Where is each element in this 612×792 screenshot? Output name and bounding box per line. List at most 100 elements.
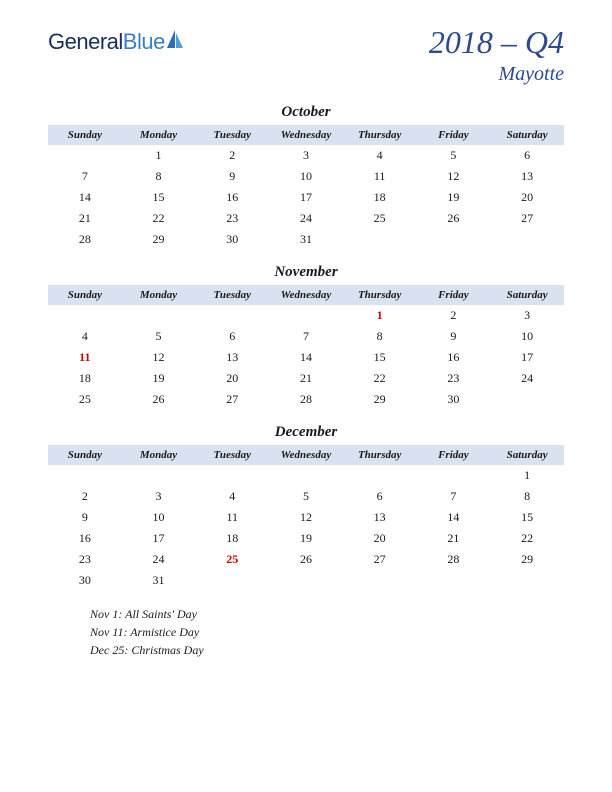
calendar-cell: 31 bbox=[122, 570, 196, 591]
calendar-cell: 24 bbox=[490, 368, 564, 389]
calendar-cell: 17 bbox=[269, 187, 343, 208]
calendar-cell: 31 bbox=[269, 229, 343, 250]
calendar-cell bbox=[490, 229, 564, 250]
calendar-cell: 8 bbox=[122, 166, 196, 187]
calendar-cell: 16 bbox=[195, 187, 269, 208]
title-block: 2018 – Q4 Mayotte bbox=[429, 24, 564, 86]
calendar-cell: 27 bbox=[195, 389, 269, 410]
logo-sail-icon bbox=[165, 28, 185, 55]
calendar-cell: 24 bbox=[122, 549, 196, 570]
calendar-cell: 5 bbox=[122, 326, 196, 347]
calendar-cell: 23 bbox=[48, 549, 122, 570]
calendar-cell: 8 bbox=[343, 326, 417, 347]
weekday-header: Saturday bbox=[490, 125, 564, 145]
logo-general: General bbox=[48, 29, 123, 54]
calendar-cell: 8 bbox=[490, 486, 564, 507]
calendar-cell: 16 bbox=[417, 347, 491, 368]
calendar-cell: 12 bbox=[417, 166, 491, 187]
calendar-cell: 15 bbox=[122, 187, 196, 208]
calendar-cell: 6 bbox=[195, 326, 269, 347]
calendar-cell: 19 bbox=[417, 187, 491, 208]
calendar-cell: 3 bbox=[122, 486, 196, 507]
calendar-cell: 18 bbox=[48, 368, 122, 389]
calendar-cell bbox=[195, 465, 269, 486]
calendar-cell bbox=[269, 305, 343, 326]
weekday-header: Thursday bbox=[343, 285, 417, 305]
logo-blue: Blue bbox=[123, 29, 165, 54]
calendar-cell: 13 bbox=[490, 166, 564, 187]
calendar-cell: 6 bbox=[343, 486, 417, 507]
calendar-cell: 21 bbox=[48, 208, 122, 229]
calendar-cell: 9 bbox=[417, 326, 491, 347]
calendar-cell: 1 bbox=[490, 465, 564, 486]
calendar-cell: 2 bbox=[48, 486, 122, 507]
calendar-cell: 6 bbox=[490, 145, 564, 166]
calendar-cell: 20 bbox=[195, 368, 269, 389]
calendar-cell: 23 bbox=[195, 208, 269, 229]
weekday-header: Wednesday bbox=[269, 445, 343, 465]
calendar-cell: 3 bbox=[269, 145, 343, 166]
calendar-cell: 30 bbox=[417, 389, 491, 410]
weekday-header: Thursday bbox=[343, 125, 417, 145]
calendar-row: 1 bbox=[48, 465, 564, 486]
calendar-cell: 29 bbox=[122, 229, 196, 250]
calendar-row: 252627282930 bbox=[48, 389, 564, 410]
calendar-cell: 28 bbox=[269, 389, 343, 410]
calendar-cell: 13 bbox=[195, 347, 269, 368]
calendar-cell: 4 bbox=[48, 326, 122, 347]
calendar-cell: 11 bbox=[343, 166, 417, 187]
calendar-cell: 17 bbox=[122, 528, 196, 549]
weekday-header: Thursday bbox=[343, 445, 417, 465]
calendar-cell: 25 bbox=[48, 389, 122, 410]
calendar-cell: 20 bbox=[343, 528, 417, 549]
calendar-cell bbox=[343, 465, 417, 486]
weekday-header: Tuesday bbox=[195, 445, 269, 465]
calendar-cell: 7 bbox=[417, 486, 491, 507]
calendar-cell: 1 bbox=[122, 145, 196, 166]
calendar-cell: 23 bbox=[417, 368, 491, 389]
calendar-cell bbox=[417, 229, 491, 250]
holiday-item: Nov 1: All Saints' Day bbox=[90, 605, 564, 623]
calendar-cell: 15 bbox=[343, 347, 417, 368]
calendar-cell: 9 bbox=[195, 166, 269, 187]
calendar-cell: 17 bbox=[490, 347, 564, 368]
calendar-cell: 18 bbox=[195, 528, 269, 549]
calendar-cell: 7 bbox=[48, 166, 122, 187]
holiday-item: Dec 25: Christmas Day bbox=[90, 641, 564, 659]
calendar-cell bbox=[269, 465, 343, 486]
weekday-header: Friday bbox=[417, 125, 491, 145]
holiday-item: Nov 11: Armistice Day bbox=[90, 623, 564, 641]
calendar-cell: 27 bbox=[490, 208, 564, 229]
calendar-cell: 14 bbox=[417, 507, 491, 528]
calendar-cell: 2 bbox=[195, 145, 269, 166]
calendar-cell: 10 bbox=[490, 326, 564, 347]
calendar-cell: 15 bbox=[490, 507, 564, 528]
calendar-container: OctoberSundayMondayTuesdayWednesdayThurs… bbox=[48, 104, 564, 591]
calendar-cell bbox=[48, 145, 122, 166]
calendar-cell: 26 bbox=[122, 389, 196, 410]
calendar-cell bbox=[490, 389, 564, 410]
calendar-cell: 21 bbox=[269, 368, 343, 389]
calendar-cell: 4 bbox=[195, 486, 269, 507]
calendar-cell bbox=[122, 305, 196, 326]
calendar-cell bbox=[417, 570, 491, 591]
logo-text: GeneralBlue bbox=[48, 29, 165, 55]
calendar-cell: 16 bbox=[48, 528, 122, 549]
calendar-cell: 24 bbox=[269, 208, 343, 229]
title-sub: Mayotte bbox=[429, 63, 564, 86]
title-main: 2018 – Q4 bbox=[429, 24, 564, 61]
calendar-row: 11121314151617 bbox=[48, 347, 564, 368]
calendar-cell: 26 bbox=[269, 549, 343, 570]
calendar-cell: 30 bbox=[48, 570, 122, 591]
calendar-cell: 13 bbox=[343, 507, 417, 528]
calendar-cell: 3 bbox=[490, 305, 564, 326]
calendar-row: 14151617181920 bbox=[48, 187, 564, 208]
month-title: December bbox=[48, 424, 564, 441]
weekday-header: Sunday bbox=[48, 445, 122, 465]
month-block: OctoberSundayMondayTuesdayWednesdayThurs… bbox=[48, 104, 564, 250]
calendar-cell: 7 bbox=[269, 326, 343, 347]
calendar-row: 16171819202122 bbox=[48, 528, 564, 549]
calendar-row: 123456 bbox=[48, 145, 564, 166]
calendar-cell bbox=[343, 570, 417, 591]
weekday-header: Tuesday bbox=[195, 285, 269, 305]
